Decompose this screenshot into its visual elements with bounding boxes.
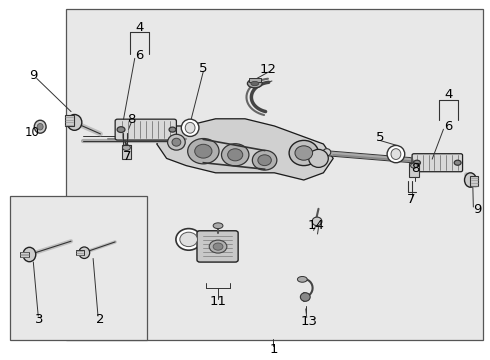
Ellipse shape — [169, 127, 176, 132]
Ellipse shape — [247, 79, 262, 88]
Ellipse shape — [411, 163, 417, 168]
Text: 4: 4 — [135, 21, 144, 33]
Bar — [470, 176, 478, 186]
Bar — [65, 115, 74, 126]
Bar — [10, 196, 147, 340]
Ellipse shape — [117, 127, 125, 132]
Ellipse shape — [168, 134, 185, 150]
Text: 9: 9 — [473, 203, 482, 216]
Ellipse shape — [289, 140, 318, 166]
Text: 7: 7 — [407, 193, 416, 206]
Ellipse shape — [209, 240, 227, 253]
Ellipse shape — [213, 243, 223, 250]
Text: 10: 10 — [24, 126, 39, 139]
Ellipse shape — [34, 120, 46, 133]
Ellipse shape — [67, 114, 82, 130]
Ellipse shape — [258, 155, 271, 166]
Ellipse shape — [252, 150, 277, 170]
Ellipse shape — [185, 122, 195, 133]
FancyBboxPatch shape — [412, 154, 463, 172]
Bar — [66, 9, 483, 340]
Text: 9: 9 — [29, 69, 38, 82]
Text: 8: 8 — [411, 162, 419, 175]
Text: 11: 11 — [210, 295, 226, 308]
Ellipse shape — [295, 146, 313, 160]
Text: 6: 6 — [135, 49, 144, 62]
Text: 14: 14 — [308, 219, 324, 231]
Bar — [249, 78, 261, 82]
Ellipse shape — [37, 123, 43, 130]
Ellipse shape — [176, 229, 201, 250]
Text: 12: 12 — [260, 63, 277, 76]
Ellipse shape — [312, 217, 322, 226]
Ellipse shape — [180, 232, 197, 247]
Bar — [122, 145, 131, 159]
Text: 4: 4 — [444, 88, 453, 101]
Text: 2: 2 — [96, 313, 105, 326]
Ellipse shape — [309, 149, 328, 167]
Text: 7: 7 — [123, 150, 132, 163]
Text: 1: 1 — [269, 343, 278, 356]
Bar — [76, 250, 84, 255]
Text: 5: 5 — [375, 131, 384, 144]
FancyBboxPatch shape — [197, 231, 238, 262]
Ellipse shape — [454, 160, 461, 165]
Text: 13: 13 — [300, 315, 317, 328]
Text: 8: 8 — [127, 113, 136, 126]
Ellipse shape — [465, 173, 476, 187]
Text: 3: 3 — [35, 313, 44, 326]
Ellipse shape — [172, 138, 181, 146]
Ellipse shape — [297, 276, 307, 282]
Ellipse shape — [23, 247, 36, 262]
Ellipse shape — [228, 149, 243, 161]
Ellipse shape — [391, 149, 401, 159]
Bar — [20, 252, 29, 257]
Ellipse shape — [221, 144, 249, 166]
FancyBboxPatch shape — [115, 119, 176, 140]
Text: 5: 5 — [199, 62, 208, 75]
Ellipse shape — [251, 81, 259, 86]
Ellipse shape — [213, 223, 223, 229]
Ellipse shape — [79, 247, 90, 258]
Polygon shape — [157, 119, 333, 180]
Ellipse shape — [188, 139, 219, 164]
Ellipse shape — [170, 135, 178, 142]
Ellipse shape — [414, 160, 420, 165]
Ellipse shape — [323, 149, 331, 156]
Ellipse shape — [195, 144, 212, 158]
Ellipse shape — [122, 145, 130, 150]
Bar — [409, 163, 419, 177]
Ellipse shape — [387, 145, 405, 163]
Ellipse shape — [181, 119, 199, 136]
Text: 6: 6 — [444, 120, 453, 133]
Ellipse shape — [300, 293, 310, 301]
